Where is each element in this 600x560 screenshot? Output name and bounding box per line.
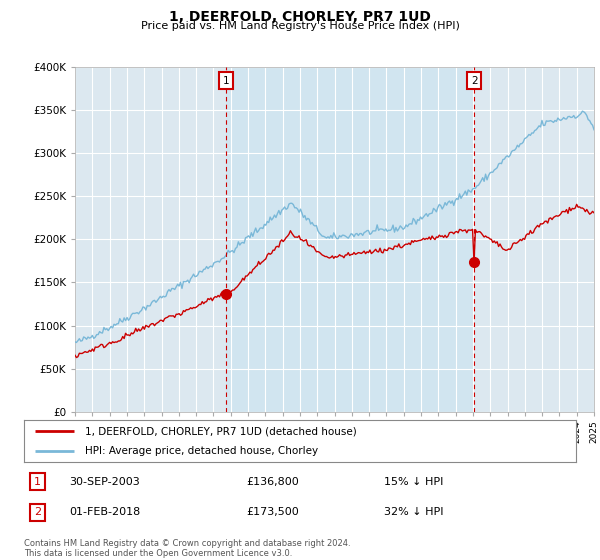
Text: 1: 1 — [223, 76, 230, 86]
Text: Price paid vs. HM Land Registry's House Price Index (HPI): Price paid vs. HM Land Registry's House … — [140, 21, 460, 31]
Text: 1, DEERFOLD, CHORLEY, PR7 1UD (detached house): 1, DEERFOLD, CHORLEY, PR7 1UD (detached … — [85, 426, 356, 436]
Text: 1, DEERFOLD, CHORLEY, PR7 1UD: 1, DEERFOLD, CHORLEY, PR7 1UD — [169, 10, 431, 24]
Text: £173,500: £173,500 — [246, 507, 299, 517]
Text: £136,800: £136,800 — [246, 477, 299, 487]
Text: 1: 1 — [34, 477, 41, 487]
Text: 2: 2 — [34, 507, 41, 517]
Text: Contains HM Land Registry data © Crown copyright and database right 2024.
This d: Contains HM Land Registry data © Crown c… — [24, 539, 350, 558]
Text: 30-SEP-2003: 30-SEP-2003 — [69, 477, 140, 487]
Text: 32% ↓ HPI: 32% ↓ HPI — [384, 507, 443, 517]
Text: 15% ↓ HPI: 15% ↓ HPI — [384, 477, 443, 487]
Text: 2: 2 — [471, 76, 478, 86]
Text: 01-FEB-2018: 01-FEB-2018 — [69, 507, 140, 517]
Bar — [226, 67, 475, 412]
Text: HPI: Average price, detached house, Chorley: HPI: Average price, detached house, Chor… — [85, 446, 318, 456]
